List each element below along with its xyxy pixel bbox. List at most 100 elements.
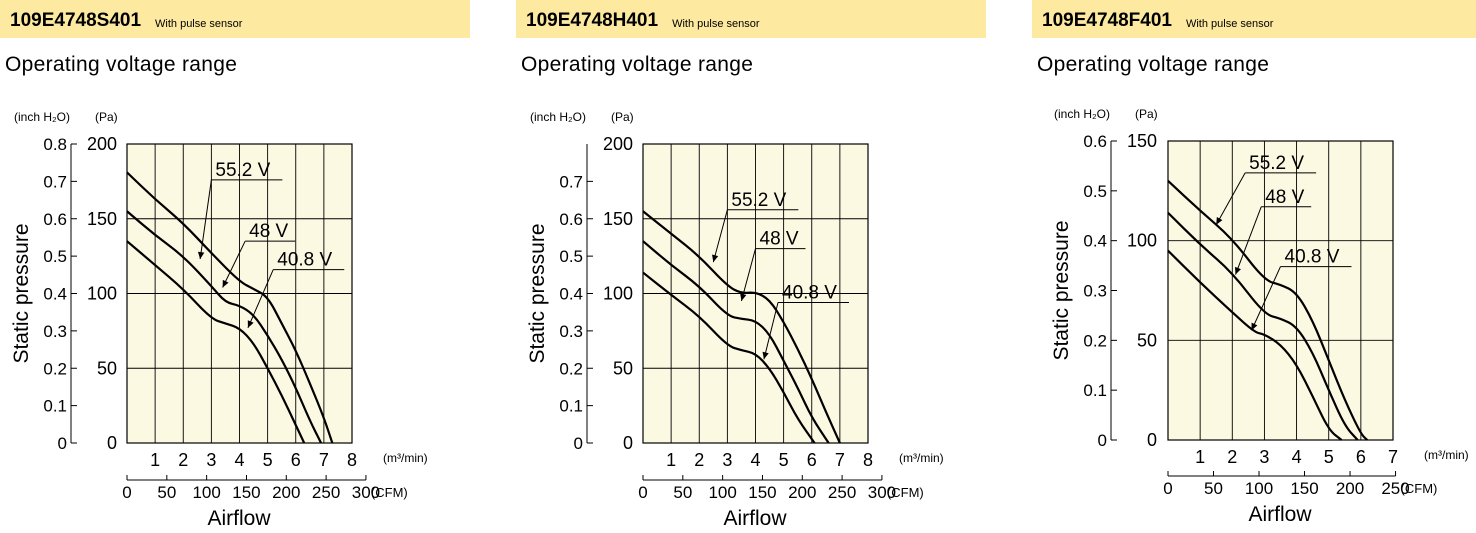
- inch-tick-label: 0.1: [559, 397, 583, 416]
- voltage-label: 55.2 V: [1249, 153, 1304, 174]
- pa-tick-label: 50: [97, 358, 117, 378]
- inch-tick-label: 0.4: [1083, 232, 1107, 251]
- cfm-tick-label: 50: [157, 483, 176, 502]
- y-axis-title: Static pressure: [10, 223, 33, 363]
- cfm-unit-label: (CFM): [887, 485, 924, 500]
- y-axis-title: Static pressure: [526, 223, 549, 363]
- pa-tick-label: 100: [603, 284, 633, 304]
- chart-panel-3: 109E4748F401 With pulse sensor Operating…: [1032, 0, 1476, 533]
- inch-unit-label: (inch H₂O): [14, 110, 70, 124]
- sensor-note: With pulse sensor: [672, 18, 760, 30]
- m3min-tick-label: 8: [347, 450, 357, 470]
- cfm-tick-label: 250: [312, 483, 340, 502]
- pa-tick-label: 50: [1137, 330, 1157, 350]
- inch-tick-label: 0.1: [1083, 381, 1107, 400]
- leader-line: [1251, 266, 1281, 331]
- model-header: 109E4748H401 With pulse sensor: [516, 0, 986, 38]
- cfm-tick-label: 150: [748, 483, 776, 502]
- x-axis-title: Airflow: [207, 507, 271, 530]
- model-header: 109E4748S401 With pulse sensor: [0, 0, 470, 38]
- m3min-tick-label: 2: [1227, 447, 1237, 467]
- chart-subtitle: Operating voltage range: [5, 53, 238, 76]
- voltage-label: 55.2 V: [731, 190, 786, 211]
- model-number: 109E4748S401: [10, 10, 142, 31]
- m3min-tick-label: 1: [666, 450, 676, 470]
- pa-unit-label: (Pa): [95, 110, 118, 124]
- voltage-label: 48 V: [1265, 187, 1304, 208]
- cfm-tick-label: 300: [868, 483, 896, 502]
- voltage-label: 55.2 V: [215, 160, 270, 181]
- pq-curve-48-V: [126, 210, 323, 444]
- leader-arrowhead: [1251, 322, 1258, 331]
- m3min-tick-label: 2: [178, 450, 188, 470]
- plot-area: [1167, 140, 1394, 441]
- m3min-tick-label: 6: [807, 450, 817, 470]
- cfm-tick-label: 200: [272, 483, 300, 502]
- inch-tick-label: 0.6: [1083, 132, 1107, 151]
- pa-tick-label: 100: [87, 284, 117, 304]
- pq-curve-55-2-V: [642, 210, 841, 444]
- cfm-tick-label: 250: [1381, 479, 1409, 498]
- m3min-tick-label: 5: [779, 450, 789, 470]
- inch-tick-label: 0.4: [559, 285, 583, 304]
- m3min-tick-label: 7: [835, 450, 845, 470]
- cfm-tick-label: 150: [1290, 479, 1318, 498]
- voltage-label: 40.8 V: [277, 250, 332, 271]
- leader-arrowhead: [762, 351, 769, 360]
- cfm-tick-label: 100: [708, 483, 736, 502]
- inch-tick-label: 0.8: [43, 135, 67, 154]
- pa-tick-label: 50: [613, 358, 633, 378]
- pq-curve-40-8-V: [126, 240, 306, 444]
- cfm-tick-label: 100: [1245, 479, 1273, 498]
- chart-panel-2: 109E4748H401 With pulse sensor Operating…: [516, 0, 996, 533]
- pq-chart-2: 05010015020000.10.20.30.40.50.60.7(inch …: [526, 110, 944, 530]
- m3min-tick-label: 4: [1292, 447, 1302, 467]
- pq-chart-1: 05010015020000.10.20.30.40.50.60.70.8(in…: [10, 110, 428, 530]
- m3min-tick-label: 4: [234, 450, 244, 470]
- pa-tick-label: 100: [1127, 231, 1157, 251]
- pq-curve-40-8-V: [642, 271, 816, 444]
- m3min-tick-label: 3: [1259, 447, 1269, 467]
- inch-tick-label: 0: [58, 434, 67, 453]
- leader-line: [247, 269, 274, 329]
- inch-tick-label: 0.6: [43, 210, 67, 229]
- inch-tick-label: 0.5: [43, 247, 67, 266]
- leader-arrowhead: [1216, 217, 1223, 225]
- sensor-note: With pulse sensor: [155, 18, 243, 30]
- m3min-tick-label: 4: [750, 450, 760, 470]
- pa-tick-label: 200: [603, 134, 633, 154]
- leader-line: [1235, 206, 1262, 275]
- leader-arrowhead: [222, 279, 229, 288]
- m3min-unit-label: (m³/min): [899, 451, 944, 465]
- m3min-tick-label: 3: [722, 450, 732, 470]
- pa-tick-label: 150: [603, 209, 633, 229]
- m3min-tick-label: 6: [291, 450, 301, 470]
- model-number: 109E4748H401: [526, 10, 659, 31]
- cfm-tick-label: 200: [1336, 479, 1364, 498]
- inch-tick-label: 0.7: [43, 172, 67, 191]
- m3min-tick-label: 7: [1388, 447, 1398, 467]
- x-axis-title: Airflow: [723, 507, 787, 530]
- inch-tick-label: 0.7: [559, 172, 583, 191]
- cfm-tick-label: 100: [192, 483, 220, 502]
- leader-arrowhead: [197, 251, 205, 260]
- model-number: 109E4748F401: [1042, 10, 1172, 31]
- voltage-label: 40.8 V: [782, 282, 837, 303]
- leader-arrowhead: [1234, 266, 1241, 275]
- y-axis-title: Static pressure: [1050, 220, 1073, 360]
- inch-tick-label: 0.4: [43, 285, 67, 304]
- m3min-tick-label: 1: [150, 450, 160, 470]
- inch-tick-label: 0.2: [559, 359, 583, 378]
- inch-unit-label: (inch H₂O): [1054, 107, 1110, 121]
- voltage-label: 40.8 V: [1285, 247, 1340, 268]
- leader-line: [712, 209, 728, 263]
- cfm-tick-label: 0: [638, 483, 647, 502]
- inch-tick-label: 0.2: [43, 359, 67, 378]
- m3min-tick-label: 3: [206, 450, 216, 470]
- cfm-tick-label: 0: [122, 483, 131, 502]
- cfm-tick-label: 250: [828, 483, 856, 502]
- m3min-tick-label: 5: [1324, 447, 1334, 467]
- pa-tick-label: 200: [87, 134, 117, 154]
- inch-tick-label: 0: [1098, 431, 1107, 450]
